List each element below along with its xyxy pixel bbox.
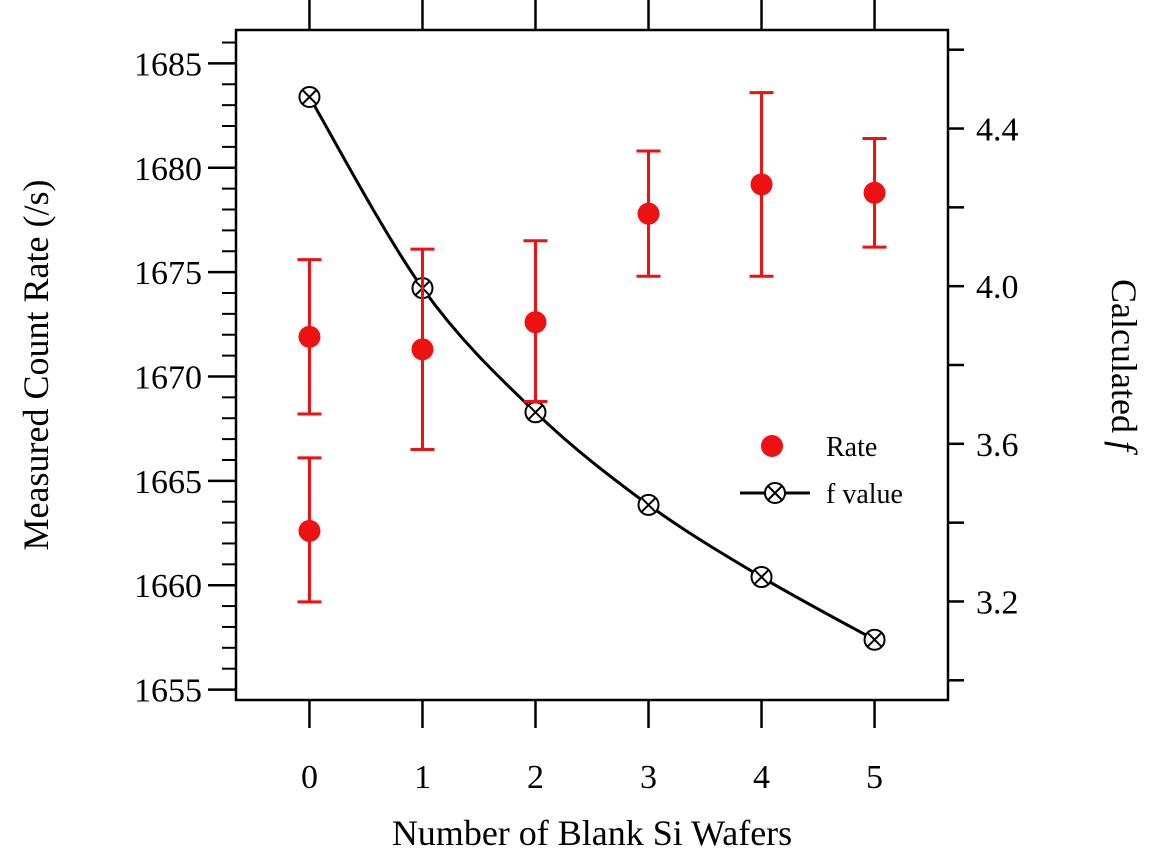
- f-value-point-3: [637, 493, 660, 516]
- legend-f-marker: [764, 482, 786, 504]
- rate-marker-1: [298, 325, 321, 348]
- tick-marks: [208, 0, 964, 728]
- y2-tick-label-0: 3.2: [976, 584, 1019, 621]
- y-tick-label-1: 1660: [134, 568, 202, 605]
- f-value-point-0: [298, 86, 321, 108]
- rate-point-2: [410, 247, 435, 452]
- y2-tick-label-1: 3.6: [976, 427, 1019, 464]
- rate-point-1: [297, 258, 322, 416]
- y-tick-label-0: 1655: [134, 673, 202, 710]
- tick-labels: 0 1 2 3 4 5 1655 1660 1665 1670 1675 1680 1685 3.2 3.6…: [134, 46, 1019, 796]
- x-tick-label-2: 2: [527, 759, 544, 796]
- x-tick-label-4: 4: [753, 759, 770, 796]
- rate-marker-4: [637, 202, 660, 225]
- y-tick-label-5: 1680: [134, 151, 202, 188]
- y2-axis-title-symbol: f: [1104, 441, 1144, 456]
- rate-marker-5: [750, 173, 773, 196]
- y2-axis-title: Calculated f: [1104, 279, 1144, 456]
- f-value-point-4: [750, 566, 773, 589]
- f-value-line: [308, 96, 876, 642]
- f-value-point-2: [524, 401, 547, 424]
- y-tick-label-2: 1665: [134, 464, 202, 501]
- legend-rate-label: Rate: [826, 432, 877, 463]
- legend-f-marker-symbol: [764, 482, 786, 504]
- rate-point-4: [636, 149, 661, 278]
- y2-tick-label-2: 4.0: [976, 269, 1019, 306]
- f-value-series: [298, 86, 886, 651]
- y-tick-label-3: 1670: [134, 359, 202, 396]
- rate-point-3: [523, 239, 548, 404]
- x-tick-label-3: 3: [640, 759, 657, 796]
- y2-tick-label-3: 4.4: [976, 112, 1019, 149]
- x-tick-label-1: 1: [414, 759, 431, 796]
- y-tick-label-4: 1675: [134, 255, 202, 292]
- plot-area-frame: [234, 28, 950, 702]
- f-value-point-5: [863, 628, 886, 651]
- rate-marker-2: [411, 338, 434, 361]
- rate-marker-3: [524, 311, 547, 334]
- y2-axis-title-prefix: Calculated: [1104, 279, 1144, 433]
- x-tick-label-0: 0: [301, 759, 318, 796]
- rate-point-6: [862, 137, 887, 249]
- rate-marker-6: [863, 181, 886, 204]
- legend: Rate f value: [740, 432, 903, 510]
- legend-rate-marker: [761, 435, 783, 457]
- x-tick-label-5: 5: [866, 759, 883, 796]
- rate-series: [297, 91, 887, 604]
- y-axis-title: Measured Count Rate (/s): [16, 180, 56, 551]
- y-tick-label-6: 1685: [134, 46, 202, 83]
- rate-point-0: [297, 456, 322, 604]
- rate-point-5: [749, 91, 774, 278]
- rate-marker-0: [298, 519, 321, 542]
- x-axis-title: Number of Blank Si Wafers: [392, 813, 792, 853]
- legend-f-label: f value: [826, 479, 903, 510]
